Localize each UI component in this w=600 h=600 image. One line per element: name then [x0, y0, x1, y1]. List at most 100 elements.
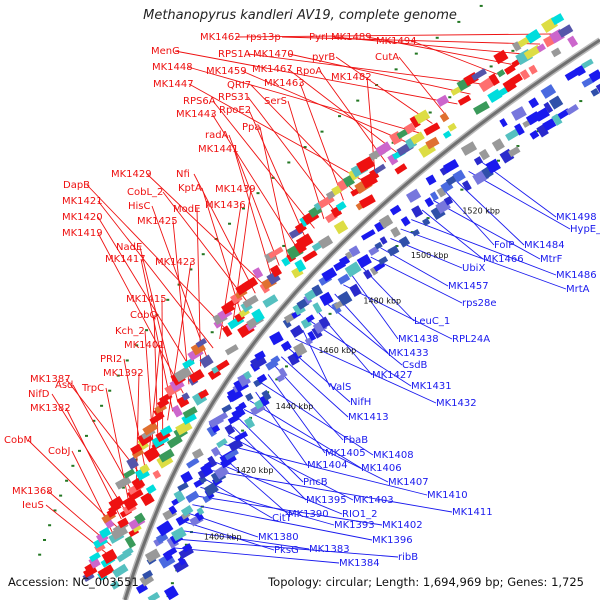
gene-feature-reverse — [387, 245, 400, 257]
gene-feature-forward — [525, 29, 542, 44]
leader-line-forward — [188, 83, 365, 182]
gene-feature-reverse — [278, 367, 288, 379]
gene-feature-forward — [331, 185, 342, 196]
leader-line-reverse — [456, 180, 525, 246]
leader-line-forward — [247, 96, 334, 210]
gene-feature-reverse — [312, 302, 323, 314]
leader-line-forward — [241, 70, 409, 144]
gene-label-forward: MK1489 — [331, 32, 372, 43]
gene-label-forward: MK1443 — [176, 109, 217, 120]
gene-feature-reverse — [196, 507, 205, 516]
gene-feature-reverse — [168, 505, 178, 515]
gene-label-forward: IeuS — [22, 500, 44, 511]
gene-feature-reverse — [177, 482, 189, 492]
leader-line-forward — [259, 126, 289, 257]
gene-label-reverse: MK1407 — [388, 477, 429, 488]
gene-label-forward: MK1429 — [111, 169, 152, 180]
leader-line-forward — [235, 33, 555, 38]
gene-label-reverse: MK1404 — [307, 460, 348, 471]
leader-line-reverse — [192, 504, 373, 541]
gene-label-forward: RPS1A — [218, 49, 251, 60]
gene-label-forward: MK1415 — [126, 294, 167, 305]
gene-feature-reverse — [534, 107, 550, 122]
gene-label-forward: RPS31 — [218, 92, 250, 103]
gene-label-reverse: MK1390 — [288, 509, 329, 520]
gene-feature-reverse — [259, 395, 270, 407]
gene-feature-reverse — [261, 389, 272, 401]
gene-feature-reverse — [221, 404, 232, 414]
gene-feature-reverse — [337, 290, 353, 306]
gene-feature-forward — [101, 548, 118, 564]
leader-line-reverse — [177, 538, 399, 558]
leader-line-forward — [281, 36, 541, 45]
gene-label-forward: MenG — [151, 46, 180, 57]
gene-feature-reverse — [378, 214, 394, 229]
gene-label-forward: QRI7 — [227, 80, 251, 91]
leader-line-forward — [196, 208, 202, 367]
gene-feature-forward — [189, 369, 205, 384]
gene-feature-reverse — [574, 65, 586, 77]
leader-line-reverse — [370, 256, 463, 304]
leader-line-forward — [332, 36, 526, 55]
tick-mark — [228, 222, 232, 225]
tick-mark — [108, 389, 112, 392]
tick-mark — [100, 404, 104, 407]
gene-feature-reverse — [319, 291, 334, 307]
gene-feature-reverse — [344, 261, 362, 278]
gene-feature-forward — [181, 392, 190, 401]
tick-mark — [78, 449, 82, 452]
gene-feature-forward — [262, 294, 279, 308]
gene-feature-reverse — [178, 545, 194, 559]
leader-line-reverse — [421, 209, 484, 260]
gene-feature-forward — [403, 122, 416, 135]
gene-feature-reverse — [207, 455, 218, 468]
leader-line-forward — [72, 384, 133, 493]
gene-feature-forward — [410, 131, 425, 145]
leader-line-forward — [411, 40, 498, 75]
gene-feature-reverse — [361, 229, 376, 241]
gene-feature-reverse — [311, 284, 323, 297]
leader-line-forward — [86, 184, 227, 331]
gene-label-reverse: MK1498 — [556, 212, 597, 223]
gene-feature-forward — [510, 73, 523, 85]
tick-mark — [135, 344, 139, 347]
gene-feature-forward — [268, 246, 284, 259]
gene-feature-reverse — [162, 550, 173, 562]
gene-label-forward: MK1382 — [30, 403, 71, 414]
gene-feature-reverse — [177, 556, 187, 566]
gene-feature-reverse — [256, 373, 268, 384]
gene-label-reverse: MK1438 — [398, 334, 439, 345]
gene-feature-reverse — [180, 471, 193, 484]
gene-feature-reverse — [269, 331, 284, 346]
gene-label-reverse: MK1408 — [373, 450, 414, 461]
gene-feature-forward — [281, 257, 291, 267]
leader-line-reverse — [227, 435, 354, 501]
gene-feature-forward — [447, 122, 457, 132]
gene-feature-reverse — [348, 245, 361, 258]
leader-line-reverse — [433, 200, 541, 260]
gene-feature-reverse — [307, 330, 317, 341]
gene-label-forward: ModE — [173, 204, 200, 215]
gene-feature-reverse — [321, 267, 338, 282]
tick-mark — [184, 543, 188, 546]
gene-label-forward: RPS6A — [183, 96, 216, 107]
leader-line-reverse — [261, 382, 374, 456]
gene-feature-forward — [224, 344, 239, 356]
gene-feature-reverse — [528, 97, 540, 109]
gene-label-forward: MK1436 — [205, 200, 246, 211]
gene-label-forward: CobL_2 — [127, 187, 163, 198]
gene-feature-forward — [336, 179, 348, 192]
gene-label-reverse: NifH — [350, 397, 371, 408]
gene-label-forward: NadE — [116, 242, 142, 253]
gene-label-forward: MK1368 — [12, 486, 53, 497]
leader-line-reverse — [302, 329, 331, 388]
tick-mark — [53, 509, 57, 512]
tick-mark — [43, 538, 47, 541]
tick-mark — [460, 188, 464, 191]
gene-feature-reverse — [200, 463, 214, 477]
gene-label-forward: RpoE2 — [219, 105, 251, 116]
gene-label-reverse: RPL24A — [452, 334, 490, 345]
gene-feature-reverse — [551, 113, 563, 126]
gene-feature-forward — [131, 476, 146, 491]
gene-label-forward: MK1425 — [137, 216, 178, 227]
